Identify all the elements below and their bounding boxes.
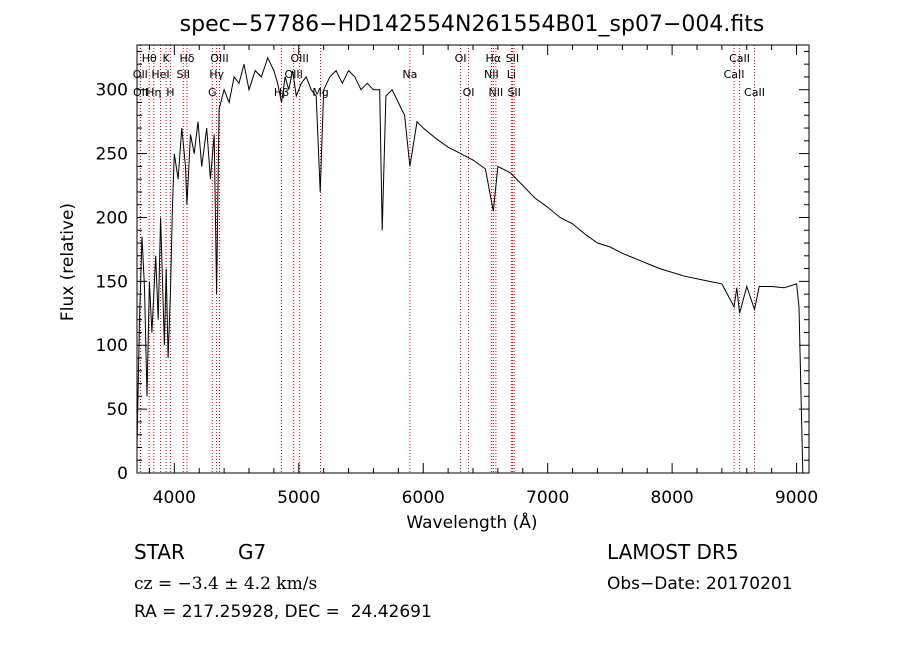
x-tick-label: 4000 bbox=[153, 488, 196, 508]
line-label: Hα bbox=[486, 52, 502, 65]
line-label: Hγ bbox=[209, 68, 224, 81]
line-label: SII bbox=[507, 86, 520, 99]
line-label: K bbox=[163, 52, 171, 65]
line-label: SII bbox=[506, 52, 519, 65]
line-label: OI bbox=[455, 52, 467, 65]
line-label: Na bbox=[402, 68, 417, 81]
line-label: CaII bbox=[744, 86, 765, 99]
line-label: CaII bbox=[729, 52, 750, 65]
redshift-velocity: cz = −3.4 ± 4.2 km/s bbox=[134, 574, 318, 594]
line-label: Hδ bbox=[180, 52, 195, 65]
line-label: OIII bbox=[284, 68, 302, 81]
y-tick-label: 200 bbox=[96, 208, 128, 228]
chart-title: spec−57786−HD142554N261554B01_sp07−004.f… bbox=[180, 12, 765, 37]
plot-frame bbox=[136, 44, 810, 474]
line-label: OII bbox=[133, 68, 148, 81]
line-label: NII bbox=[484, 68, 499, 81]
survey-name: LAMOST DR5 bbox=[607, 540, 739, 564]
x-tick-label: 7000 bbox=[526, 488, 569, 508]
line-label: SII bbox=[177, 68, 190, 81]
line-label: NII bbox=[489, 86, 504, 99]
line-label: Hθ bbox=[142, 52, 157, 65]
line-label: HeI bbox=[151, 68, 169, 81]
x-tick-label: 5000 bbox=[277, 488, 320, 508]
coordinates: RA = 217.25928, DEC = 24.42691 bbox=[134, 602, 432, 622]
y-tick-label: 100 bbox=[96, 336, 128, 356]
object-subclass: G7 bbox=[238, 540, 267, 564]
observation-date: Obs−Date: 20170201 bbox=[607, 574, 793, 594]
object-class: STAR bbox=[134, 540, 185, 564]
y-tick-label: 150 bbox=[96, 272, 128, 292]
emission-line-markers bbox=[139, 45, 755, 473]
line-label: Mg bbox=[312, 86, 328, 99]
spectrum-line bbox=[136, 56, 804, 474]
x-tick-label: 9000 bbox=[775, 488, 818, 508]
line-label: Hη bbox=[146, 86, 161, 99]
y-tick-label: 50 bbox=[106, 400, 128, 420]
line-label: Li bbox=[507, 68, 516, 81]
line-label: OIII bbox=[210, 52, 228, 65]
line-label: H bbox=[166, 86, 174, 99]
y-tick-label: 0 bbox=[117, 464, 128, 484]
x-tick-label: 6000 bbox=[402, 488, 445, 508]
y-tick-label: 250 bbox=[96, 145, 128, 165]
x-tick-label: 8000 bbox=[650, 488, 693, 508]
y-axis: 0 50 100 150 200 250 300 bbox=[96, 50, 809, 484]
line-label: CaII bbox=[724, 68, 745, 81]
x-axis: 4000 5000 6000 7000 8000 9000 bbox=[148, 45, 818, 508]
line-label: G bbox=[208, 86, 217, 99]
line-label: OI bbox=[463, 86, 475, 99]
y-tick-label: 300 bbox=[96, 81, 128, 101]
x-axis-label: Wavelength (Å) bbox=[406, 511, 537, 533]
spectrum-trace bbox=[136, 56, 804, 474]
line-label: Hβ bbox=[274, 86, 289, 99]
y-axis-label: Flux (relative) bbox=[58, 203, 78, 321]
line-label: OIII bbox=[290, 52, 308, 65]
